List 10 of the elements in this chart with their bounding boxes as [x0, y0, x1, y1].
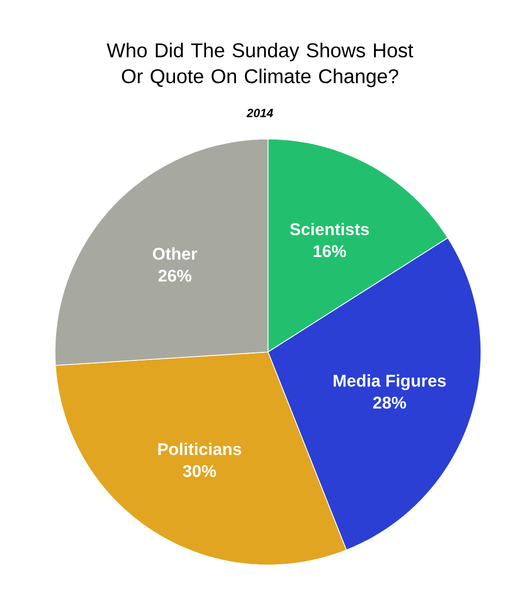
- chart-subtitle: 2014: [246, 108, 274, 118]
- slice-label: Scientists: [290, 222, 369, 236]
- slice-label: Media Figures: [334, 374, 446, 390]
- data-label: 28%: [373, 396, 406, 409]
- data-label: 26%: [158, 270, 192, 282]
- slice-label: Other: [152, 247, 198, 260]
- slice-label: Politicians: [158, 442, 242, 456]
- data-label: 16%: [314, 245, 346, 258]
- data-label: 30%: [182, 465, 216, 478]
- chart-title: Who Did The Sunday Shows Host Or Quote On Climate Change?: [106, 42, 414, 88]
